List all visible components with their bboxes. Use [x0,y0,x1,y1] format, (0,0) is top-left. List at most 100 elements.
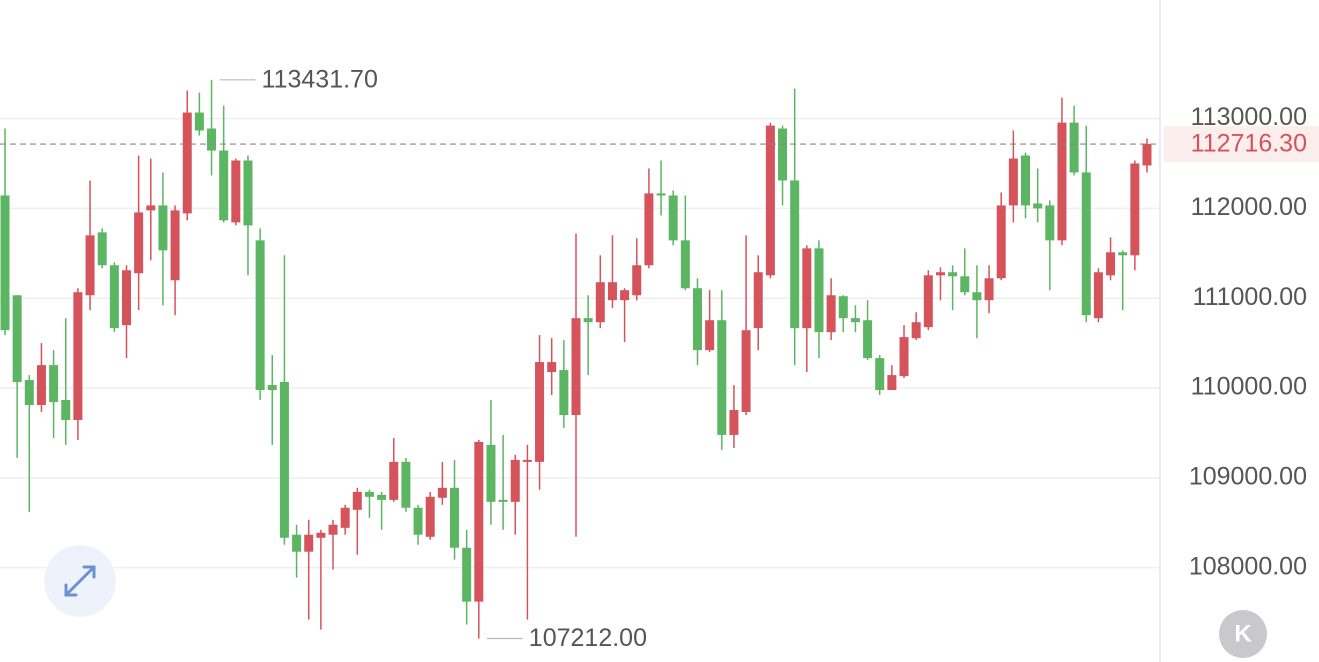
candle-body [1045,205,1055,241]
k-circle[interactable] [1219,610,1267,658]
candle-body [644,193,654,266]
candle-body [1033,203,1043,209]
candle-body [389,461,399,500]
candle-body [1093,272,1103,319]
candle-body [680,240,690,289]
last-price-bg [1164,126,1319,163]
candle-body [316,532,326,538]
candle-body [207,128,217,151]
candle-body [194,112,204,131]
candle-body [887,375,897,391]
candle-body [1118,252,1128,256]
candle-body [790,180,800,329]
candle-body [49,365,59,403]
candle-body [231,160,241,223]
candle-body [1021,155,1031,206]
candle-body [717,320,727,435]
candle-body [899,337,909,377]
candle-body [279,382,289,538]
candle-body [97,232,107,266]
candle-body [134,212,144,274]
candle-body [510,459,520,502]
candle-body [911,322,921,339]
candle-body [559,370,569,415]
candle-body [668,195,678,241]
y-tick-label: 109000.00 [1189,462,1307,490]
candle-body [814,248,824,333]
candle-body [486,444,496,502]
y-tick-label: 111000.00 [1193,283,1307,311]
candle-body [109,265,119,329]
y-tick-label: 112000.00 [1191,193,1307,221]
candle-body [474,441,484,602]
candle-body [267,385,277,391]
candle-body [1142,144,1152,166]
candle-body [571,318,581,415]
candle-body [778,128,788,181]
candle-body [705,320,715,351]
candle-body [304,534,314,552]
k-button[interactable]: K [1219,610,1267,658]
candle-body [595,282,605,323]
candle-body [656,193,666,196]
candle-body [729,410,739,435]
candle-body [85,235,95,296]
candle-body [170,210,180,281]
candle-body [935,272,945,276]
candle-body [219,150,229,221]
candle-body [121,270,131,326]
candle-body [292,534,302,552]
candle-body [352,491,362,510]
candle-body [692,288,702,351]
candle-body [838,296,848,319]
candle-body [583,318,593,323]
candle-body [802,248,812,329]
expand-icon[interactable] [64,565,96,597]
candle-body [850,318,860,323]
candle-body [437,487,447,498]
candle-body [255,240,265,391]
candle-body [73,292,83,421]
candle-body [948,272,958,277]
candle-body [498,499,508,502]
candle-body [36,365,46,406]
candle-body [996,205,1006,279]
candle-body [535,362,545,462]
candle-body [377,494,387,500]
candle-body [24,380,34,406]
candle-body [863,320,873,359]
candle-body [12,295,22,383]
candle-body [765,125,775,276]
candle-body [984,278,994,301]
candle-body [1081,172,1091,316]
candle-body [632,265,642,296]
candle-body [340,507,350,528]
candle-body [1008,158,1018,206]
candle-body [1130,163,1140,256]
candle-body [875,358,885,391]
annotation-label: 113431.70 [262,65,378,93]
candle-body [61,399,71,421]
last-price-label: 112716.30 [1191,130,1307,158]
candle-body [1106,252,1116,276]
y-tick-label: 110000.00 [1191,373,1307,401]
candle-body [401,461,411,508]
candle-body [972,292,982,301]
candle-body [425,496,435,537]
candle-body [450,487,460,548]
candle-body [1057,122,1067,241]
candle-body [413,507,423,535]
candle-body [462,547,472,602]
annotation-label: 107212.00 [529,624,647,652]
expand-button[interactable] [44,545,116,617]
candle-body [1069,122,1079,173]
candle-body [146,205,156,211]
candle-body [826,295,836,333]
candle-body [0,195,10,331]
candle-body [960,276,970,293]
candle-body [522,459,532,462]
k-label[interactable]: K [1234,620,1252,647]
candle-body [243,160,253,226]
